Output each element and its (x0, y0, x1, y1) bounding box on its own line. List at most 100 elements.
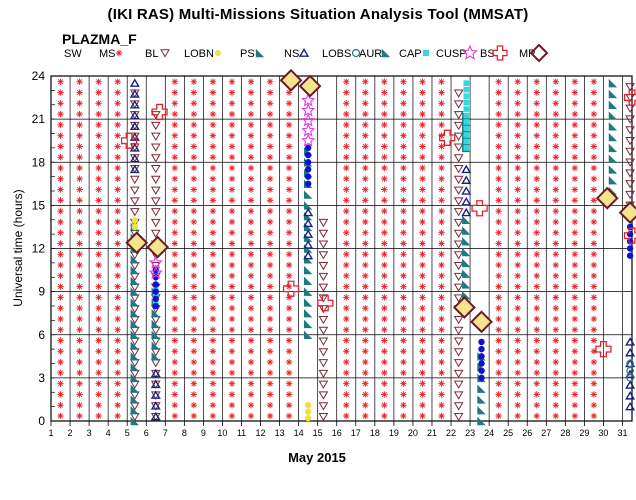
ns-marker (625, 380, 636, 389)
ms-marker (400, 304, 407, 312)
ms-marker (400, 348, 407, 355)
ps-marker (477, 395, 486, 404)
ms-marker (438, 358, 445, 366)
x-tick-label: 9 (201, 428, 206, 438)
ms-marker (266, 154, 274, 161)
ms-marker (343, 251, 350, 258)
ms-marker (514, 175, 521, 182)
y-tick-label: 9 (38, 285, 45, 299)
bl-marker (150, 186, 161, 195)
ps-marker (477, 384, 486, 393)
ms-marker (362, 315, 369, 323)
ms-marker (114, 369, 121, 377)
ps-marker (303, 211, 313, 221)
ms-marker (57, 337, 64, 344)
ms-marker (571, 121, 579, 129)
ms-marker (419, 326, 426, 333)
ms-marker (57, 154, 64, 161)
mp-marker (618, 201, 636, 224)
ms-marker (114, 348, 121, 355)
cap-marker (463, 119, 470, 125)
ms-marker (552, 100, 560, 107)
dot-marker (478, 367, 485, 374)
ms-marker (190, 315, 198, 323)
bl-marker (625, 180, 635, 189)
bl-marker (318, 337, 329, 346)
ms-marker (552, 261, 560, 269)
ms-marker (514, 251, 521, 258)
ms-marker (285, 391, 293, 398)
ms-marker (552, 348, 560, 355)
ms-marker (552, 304, 560, 312)
ms-marker (590, 240, 598, 247)
legend-item-ns: NS (284, 48, 310, 60)
ms-marker (285, 186, 293, 193)
y-tick-label: 6 (38, 328, 45, 342)
ms-marker (266, 218, 274, 226)
ms-marker (76, 164, 83, 172)
ms-marker (343, 218, 350, 226)
ms-marker (266, 261, 274, 269)
bl-marker (453, 315, 464, 325)
ms-marker (285, 240, 293, 247)
ms-marker (76, 304, 83, 312)
legend-item-ms: MS (99, 48, 123, 60)
ms-marker (190, 154, 198, 161)
ns-marker (303, 240, 314, 249)
ms-marker (266, 78, 274, 85)
ms-marker (247, 369, 255, 377)
ns-marker (150, 368, 161, 378)
mp-marker (595, 186, 619, 210)
ms-marker (209, 110, 217, 118)
ps-marker (130, 265, 140, 275)
dot-marker (478, 360, 485, 367)
ms-marker (419, 197, 426, 204)
ms-marker (76, 110, 83, 118)
ms-marker (419, 358, 426, 366)
ms-marker (285, 304, 293, 312)
ms-marker (438, 207, 445, 215)
ms-marker (533, 401, 540, 409)
bs-marker (595, 340, 612, 358)
ps-marker (130, 287, 140, 296)
ms-marker (209, 391, 217, 398)
ms-marker (419, 110, 426, 118)
ms-marker (228, 78, 236, 85)
ms-marker (95, 154, 102, 161)
ps-marker (303, 201, 313, 210)
ms-marker (419, 207, 426, 215)
ms-marker (266, 89, 274, 96)
ms-marker (552, 283, 560, 290)
cap-marker (463, 106, 470, 112)
ms-marker (95, 348, 102, 355)
ms-marker (381, 218, 388, 226)
ms-marker (590, 154, 598, 161)
ms-marker (76, 78, 83, 85)
ms-marker (95, 380, 102, 387)
ms-marker (362, 132, 369, 139)
ms-marker (57, 391, 64, 398)
ps-marker (303, 244, 313, 253)
legend-item-lobs: LOBS (322, 48, 361, 60)
ms-marker (590, 197, 598, 204)
ms-marker (533, 294, 540, 301)
ms-marker (228, 348, 236, 355)
ms-marker (495, 240, 502, 247)
ps-marker (130, 362, 140, 372)
ms-marker (533, 369, 540, 377)
dot-marker (304, 180, 312, 188)
ms-marker (57, 348, 64, 355)
ms-marker (514, 132, 521, 139)
ms-marker (514, 401, 521, 409)
ps-marker (477, 406, 486, 415)
ms-marker (400, 369, 407, 377)
ms-marker (362, 78, 369, 85)
dot-marker (626, 230, 634, 238)
ms-marker (362, 326, 369, 333)
ms-marker (266, 304, 274, 312)
ms-marker (247, 218, 255, 226)
ms-marker (419, 380, 426, 387)
dot-marker (304, 173, 312, 180)
ms-marker (381, 391, 388, 398)
legend-item-lobn: LOBN (184, 48, 221, 60)
